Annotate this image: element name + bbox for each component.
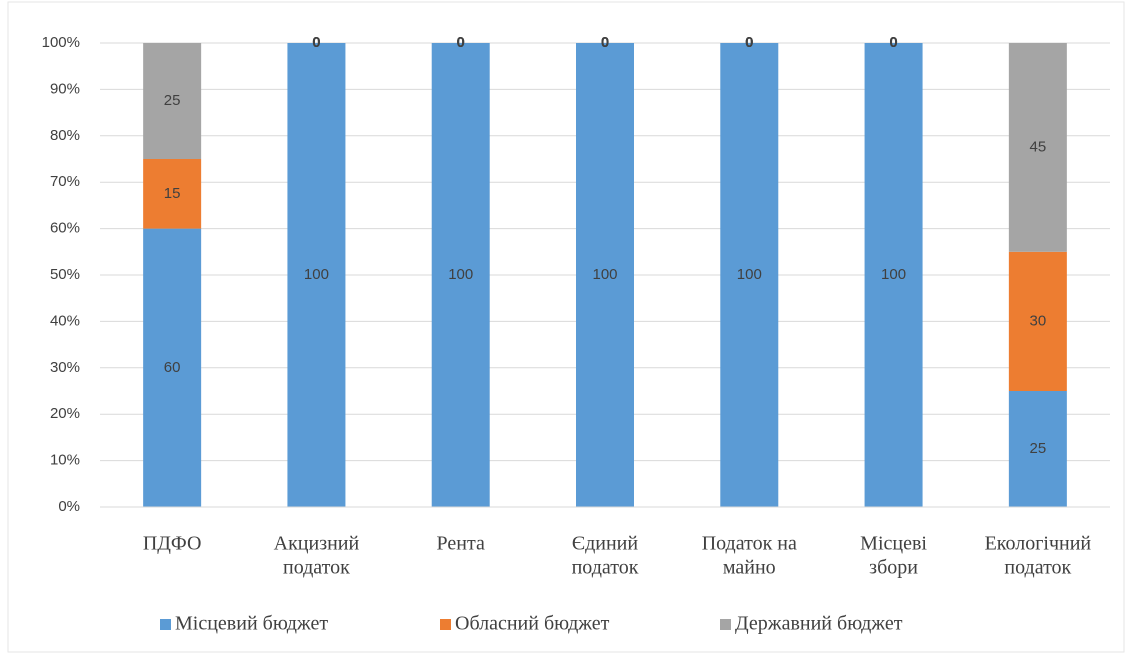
x-tick-label: збори <box>869 557 918 579</box>
bar-segment <box>576 43 634 507</box>
y-tick-label: 70% <box>50 173 80 190</box>
x-tick-label: Рента <box>437 533 485 555</box>
y-tick-label: 80% <box>50 127 80 144</box>
bar-segment <box>1008 251 1067 391</box>
data-label: 25 <box>164 92 181 109</box>
data-label: 0 <box>745 34 753 51</box>
x-tick-label: податок <box>572 557 639 579</box>
x-tick-label: податок <box>283 557 350 579</box>
y-tick-label: 30% <box>50 359 80 376</box>
data-label: 0 <box>457 34 465 51</box>
x-tick-label: ПДФО <box>143 533 202 555</box>
y-tick-label: 20% <box>50 405 80 422</box>
data-label: 60 <box>164 359 181 376</box>
data-label: 100 <box>881 266 906 283</box>
legend-label: Державний бюджет <box>735 613 903 635</box>
y-tick-label: 60% <box>50 220 80 237</box>
data-label: 45 <box>1030 138 1047 155</box>
x-tick-label: Акцизний <box>274 533 360 555</box>
x-tick-label: податок <box>1004 557 1071 579</box>
data-label: 0 <box>312 34 320 51</box>
bar-segment <box>431 43 490 507</box>
legend-label: Місцевий бюджет <box>175 613 328 635</box>
x-tick-label: Єдиний <box>572 533 638 555</box>
x-tick-label: Екологічний <box>985 533 1092 555</box>
legend-label: Обласний бюджет <box>455 613 610 635</box>
x-tick-label: Податок на <box>702 533 797 555</box>
x-tick-label: Місцеві <box>860 533 927 555</box>
data-label: 0 <box>745 34 753 51</box>
y-tick-label: 90% <box>50 80 80 97</box>
bar-segment <box>143 228 202 507</box>
y-tick-label: 100% <box>42 34 80 51</box>
y-tick-label: 50% <box>50 266 80 283</box>
data-label: 0 <box>457 34 465 51</box>
y-tick-label: 0% <box>58 498 80 515</box>
legend-swatch <box>160 619 171 630</box>
data-label: 0 <box>889 34 897 51</box>
bar-segment <box>864 43 923 507</box>
bar-segment <box>1008 43 1067 252</box>
y-tick-label: 40% <box>50 312 80 329</box>
bar-segment <box>287 43 346 507</box>
data-label: 15 <box>164 185 181 202</box>
legend-swatch <box>440 619 451 630</box>
bar-segment <box>1008 391 1067 507</box>
data-label: 25 <box>1030 440 1047 457</box>
bar-segment <box>143 43 202 159</box>
data-label: 0 <box>601 34 609 51</box>
data-label: 0 <box>601 34 609 51</box>
data-label: 30 <box>1030 312 1047 329</box>
data-label: 100 <box>304 266 329 283</box>
data-label: 100 <box>592 266 617 283</box>
legend-swatch <box>720 619 731 630</box>
x-tick-label: майно <box>723 557 776 579</box>
data-label: 0 <box>312 34 320 51</box>
data-label: 0 <box>889 34 897 51</box>
data-label: 100 <box>448 266 473 283</box>
bar-segment <box>720 43 779 507</box>
data-label: 100 <box>737 266 762 283</box>
bar-segment <box>143 159 202 229</box>
y-tick-label: 10% <box>50 452 80 469</box>
